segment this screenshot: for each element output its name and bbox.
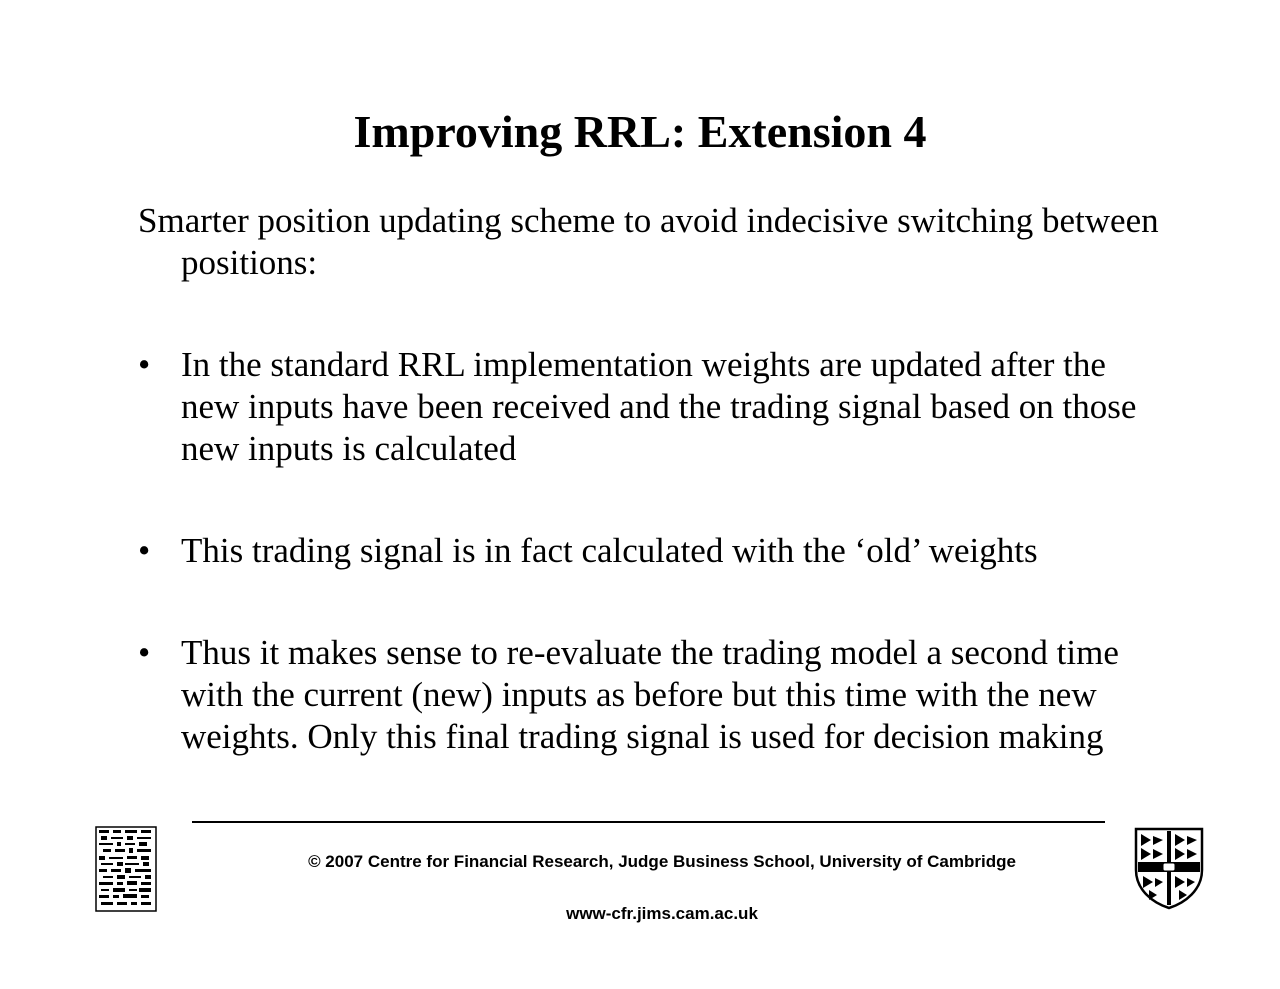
bullet-marker: • bbox=[138, 633, 151, 672]
bullet-item: • This trading signal is in fact calcula… bbox=[138, 530, 1178, 572]
bullet-item: • In the standard RRL implementation wei… bbox=[138, 344, 1178, 470]
slide-intro: Smarter position updating scheme to avoi… bbox=[138, 201, 1159, 282]
cfr-logo-icon bbox=[95, 826, 157, 912]
footer-url: www-cfr.jims.cam.ac.uk bbox=[566, 904, 758, 923]
bullet-text: Thus it makes sense to re-evaluate the t… bbox=[181, 633, 1119, 756]
slide-title: Improving RRL: Extension 4 bbox=[353, 106, 927, 157]
bullet-marker: • bbox=[138, 345, 151, 384]
bullet-text: In the standard RRL implementation weigh… bbox=[181, 345, 1137, 468]
bullet-text: This trading signal is in fact calculate… bbox=[181, 531, 1038, 570]
footer-copyright: © 2007 Centre for Financial Research, Ju… bbox=[308, 852, 1016, 871]
footer-divider bbox=[192, 821, 1105, 823]
cambridge-crest-icon bbox=[1133, 826, 1205, 910]
bullet-marker: • bbox=[138, 531, 151, 570]
bullet-item: • Thus it makes sense to re-evaluate the… bbox=[138, 632, 1178, 758]
